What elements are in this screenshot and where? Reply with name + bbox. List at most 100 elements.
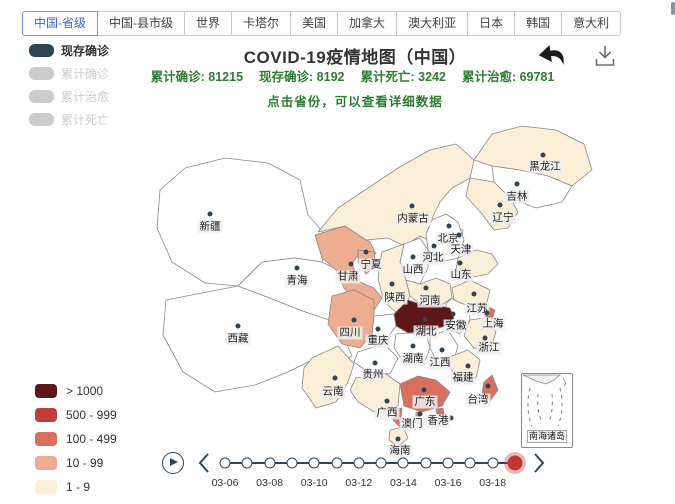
timeline-node-5[interactable] [331,457,343,469]
province-dot-jiangxi [439,347,445,353]
timeline-node-10[interactable] [442,457,454,469]
tab-item-3[interactable]: 卡塔尔 [231,11,292,36]
province-label-neimenggu: 内蒙古 [395,212,431,226]
visualmap-label: > 1000 [66,384,104,398]
province-dot-yunnan [332,375,338,381]
timeline-node-7[interactable] [375,457,387,469]
timeline-axis-line [225,462,515,464]
province-chongqing[interactable] [371,313,397,341]
province-dot-gansu [348,261,354,267]
legend-item-累计死亡[interactable]: 累计死亡 [29,112,109,127]
timeline-node-9[interactable] [420,457,432,469]
province-dot-guangxi [384,398,390,404]
visualmap-swatch [35,408,57,422]
province-dot-xinjiang [207,211,213,217]
province-label-shandong: 山东 [448,268,474,282]
province-dot-guizhou [372,360,378,366]
timeline-node-4[interactable] [308,457,320,469]
province-dot-shaanxi [389,281,395,287]
visualmap-piece-b4[interactable]: 500 - 999 [35,407,117,423]
province-neimenggu[interactable] [317,143,475,247]
save-as-image-download-icon[interactable] [593,44,617,77]
province-label-henan: 河南 [417,294,443,308]
province-label-anhui: 安徽 [443,319,469,333]
timeline-node-13[interactable] [507,455,523,471]
south-china-sea-inset: 南海诸岛 [521,373,573,448]
province-label-yunnan: 云南 [320,385,346,399]
province-label-hebei: 河北 [420,251,446,265]
legend-item-累计确诊[interactable]: 累计确诊 [29,66,109,81]
tab-item-2[interactable]: 世界 [184,11,233,36]
province-dot-jiangsu [471,291,477,297]
tab-item-6[interactable]: 澳大利亚 [396,11,469,36]
legend-item-现存确诊[interactable]: 现存确诊 [29,43,109,58]
legend-label: 现存确诊 [61,44,110,58]
province-xianggang[interactable] [435,407,445,415]
province-dot-heilongjiang [540,152,546,158]
tab-item-7[interactable]: 日本 [467,11,516,36]
timeline-date-03-14: 03-14 [390,477,417,489]
timeline-prev-chevron-icon[interactable] [197,452,211,474]
province-label-xizang: 西藏 [225,332,251,346]
province-label-ningxia: 宁夏 [358,258,384,272]
tab-china-province[interactable]: 中国-省级 [22,11,98,36]
metric-legend: 现存确诊累计确诊累计治愈累计死亡 [29,43,109,135]
province-label-aomen: 澳门 [399,417,425,431]
province-label-hainan: 海南 [387,444,413,458]
tab-item-9[interactable]: 意大利 [561,11,622,36]
timeline-next-chevron-icon[interactable] [532,452,546,474]
province-dot-shandong [457,260,463,266]
province-dot-taiwan [485,383,491,389]
visualmap-piece-b2[interactable]: 10 - 99 [35,455,117,471]
timeline-node-0[interactable] [219,457,231,469]
province-label-qinghai: 青海 [284,274,310,288]
province-label-jiangsu: 江苏 [464,302,490,316]
visualmap-piece-b5[interactable]: > 1000 [35,383,117,399]
timeline-date-03-18: 03-18 [479,477,507,489]
timeline-date-03-08: 03-08 [256,477,284,489]
timeline-date-03-12: 03-12 [345,477,373,489]
visualmap-swatch [35,456,57,470]
timeline-node-12[interactable] [487,457,499,469]
province-label-gansu: 甘肃 [335,270,361,284]
tab-item-8[interactable]: 韩国 [514,11,563,36]
legend-swatch [29,44,54,57]
visualmap-label: 500 - 999 [66,408,117,422]
stat-累计确诊: 累计确诊: 81215 [150,70,244,84]
timeline-node-8[interactable] [397,457,409,469]
province-label-liaoning: 辽宁 [490,211,516,225]
province-dot-liaoning [497,202,503,208]
stat-现存确诊: 现存确诊: 8192 [259,70,345,84]
province-dot-hebei [431,243,437,249]
visualmap-piece-b1[interactable]: 1 - 9 [35,479,117,495]
province-dot-jilin [514,181,520,187]
timeline-node-6[interactable] [353,457,365,469]
visualmap-label: 100 - 499 [66,432,117,446]
timeline-date-03-10: 03-10 [300,477,328,489]
timeline-node-11[interactable] [464,457,476,469]
scrollbar-thumb[interactable] [671,2,675,15]
province-label-xinjiang: 新疆 [197,220,223,234]
visualmap-piece-b3[interactable]: 100 - 499 [35,431,117,447]
province-dot-guangdong [421,387,427,393]
timeline-node-3[interactable] [286,457,298,469]
legend-item-累计治愈[interactable]: 累计治愈 [29,89,109,104]
stat-累计治愈: 累计治愈: 69781 [461,70,555,84]
province-dot-beijing [446,223,452,229]
timeline-node-2[interactable] [264,457,276,469]
visualmap-swatch [35,384,57,398]
province-label-shanxi: 山西 [400,263,426,277]
inset-coastline [522,374,562,385]
province-dot-anhui [450,311,456,317]
visualmap-swatch [35,480,57,494]
tab-item-5[interactable]: 加拿大 [337,11,398,36]
timeline-play-button[interactable] [162,452,184,474]
timeline-node-1[interactable] [241,457,253,469]
province-label-zhejiang: 浙江 [476,341,502,355]
province-dot-qinghai [294,265,300,271]
province-dot-shanghai [484,310,490,316]
province-dot-neimenggu [409,203,415,209]
restore-back-arrow-icon[interactable] [537,44,567,77]
tab-item-4[interactable]: 美国 [290,11,339,36]
tab-item-1[interactable]: 中国-县市级 [97,11,185,36]
